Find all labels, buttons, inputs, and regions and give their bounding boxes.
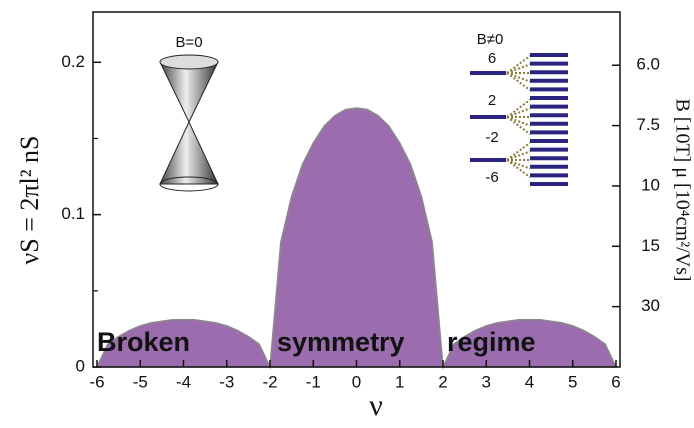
x-tick-label: -1 bbox=[306, 372, 321, 391]
dirac-cone-icon bbox=[159, 54, 219, 192]
y-tick-label: 0.2 bbox=[61, 52, 85, 71]
ll-fan bbox=[506, 54, 531, 74]
x-tick-label: -4 bbox=[176, 372, 191, 391]
area bbox=[95, 107, 618, 370]
annotation: B≠0 bbox=[477, 31, 504, 48]
y2-tick-label: 7.5 bbox=[636, 115, 660, 134]
x-tick-label: -6 bbox=[89, 372, 104, 391]
y-tick-label: 0.1 bbox=[61, 204, 85, 223]
ll-fan bbox=[506, 116, 531, 136]
annotation: Broken bbox=[97, 327, 190, 357]
plot-area bbox=[95, 107, 618, 370]
ll-fan bbox=[506, 107, 531, 118]
x-tick-label: -5 bbox=[133, 372, 148, 391]
ll-fan bbox=[506, 63, 531, 74]
ll-label: -6 bbox=[485, 169, 498, 186]
y-tick-label: 0 bbox=[76, 356, 85, 375]
x-tick-label: 1 bbox=[395, 372, 404, 391]
landau-level-icon: 6 2 -2 -6 bbox=[470, 50, 568, 186]
ll-label: 2 bbox=[488, 92, 496, 109]
ll-fan bbox=[506, 72, 531, 83]
y2-tick-label: 30 bbox=[641, 296, 660, 315]
annotation: B=0 bbox=[175, 34, 202, 51]
y2-axis-label: B [10T] μ [10⁴cm²/Vs] bbox=[671, 98, 693, 281]
ll-fan bbox=[506, 98, 531, 118]
ll-fan bbox=[506, 72, 531, 92]
y2-tick-label: 10 bbox=[641, 175, 660, 194]
y-axis-label: νS = 2πl² nS bbox=[15, 136, 44, 265]
x-tick-label: 6 bbox=[611, 372, 620, 391]
ll-fan bbox=[506, 116, 531, 127]
ll-fan bbox=[506, 141, 531, 161]
annotation: symmetry bbox=[277, 327, 405, 357]
x-tick-label: 0 bbox=[352, 372, 361, 391]
y2-tick-label: 6.0 bbox=[636, 55, 660, 74]
ll-fan bbox=[506, 159, 531, 179]
ll-label: 6 bbox=[488, 50, 496, 67]
x-tick-label: 3 bbox=[482, 372, 491, 391]
x-tick-label: 5 bbox=[568, 372, 577, 391]
x-tick-label: -2 bbox=[262, 372, 277, 391]
x-axis-label: ν bbox=[369, 389, 383, 422]
x-tick-label: 4 bbox=[525, 372, 534, 391]
ll-label: -2 bbox=[485, 129, 498, 146]
x-tick-label: -3 bbox=[219, 372, 234, 391]
ll-fan bbox=[506, 159, 531, 170]
y2-tick-label: 15 bbox=[641, 236, 660, 255]
ll-fan bbox=[506, 150, 531, 161]
x-tick-label: 2 bbox=[438, 372, 447, 391]
annotation: regime bbox=[447, 327, 536, 357]
